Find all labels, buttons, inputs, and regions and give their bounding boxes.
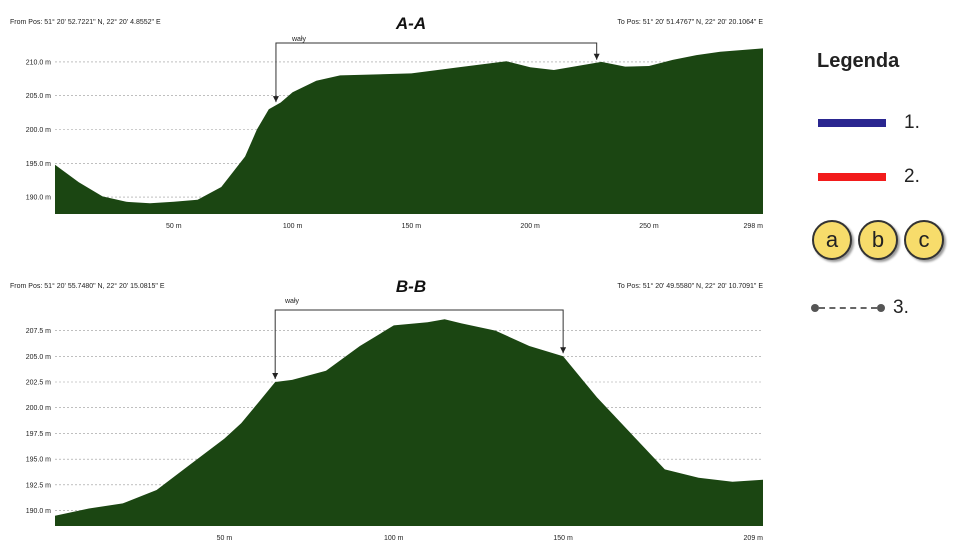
y-tick-label: 190.0 m (26, 195, 51, 202)
line-end-dot (811, 304, 819, 312)
annotation-label: wały (291, 36, 307, 43)
to-position: To Pos: 51° 20' 51.4767" N, 22° 20' 20.1… (617, 18, 763, 26)
annotation-arrow (560, 347, 567, 354)
circle-marker-c: c (904, 220, 944, 260)
annotation-bracket (275, 42, 598, 103)
annotation-arrow (272, 96, 279, 103)
y-tick-label: 195.0 m (26, 457, 51, 464)
x-tick-label: 100 m (283, 223, 303, 230)
from-position: From Pos: 51° 20' 52.7221" N, 22° 20' 4.… (10, 18, 161, 26)
line-end-dot (877, 304, 885, 312)
y-tick-label: 207.5 m (26, 328, 51, 335)
y-tick-label: 210.0 m (26, 59, 51, 66)
circle-marker-b: b (858, 220, 898, 260)
annotation-arrow (272, 373, 279, 379)
x-tick-label: 250 m (639, 223, 659, 230)
y-tick-label: 200.0 m (26, 127, 51, 134)
x-tick-label: 298 m (744, 223, 764, 230)
elevation-area (55, 48, 763, 215)
x-tick-label: 200 m (520, 223, 540, 230)
annotation-arrow (593, 53, 600, 60)
legend-item-1: 1. (818, 112, 920, 134)
legend-swatch-red (818, 173, 886, 181)
y-tick-label: 195.0 m (26, 161, 51, 168)
chart-title: B-B (396, 277, 426, 296)
circle-marker-a: a (812, 220, 852, 260)
y-tick-label: 202.5 m (26, 380, 51, 387)
profile-chart-b-b: B-B From Pos: 51° 20' 55.7480" N, 22° 20… (10, 277, 763, 542)
x-tick-label: 150 m (553, 535, 573, 542)
legend-item-label: 2. (904, 166, 920, 187)
legend-item-label: 1. (904, 112, 920, 133)
elevation-area (55, 319, 763, 526)
x-tick-label: 150 m (402, 223, 422, 230)
to-position: To Pos: 51° 20' 49.5580" N, 22° 20' 10.7… (617, 282, 763, 290)
legend-item-3: 3. (811, 297, 909, 319)
profile-chart-a-a: A-A From Pos: 51° 20' 52.7221" N, 22° 20… (10, 14, 763, 230)
annotation-label: wały (284, 298, 300, 305)
x-tick-label: 50 m (166, 223, 182, 230)
y-tick-label: 205.0 m (26, 354, 51, 361)
y-tick-label: 200.0 m (26, 405, 51, 412)
dotted-line-icon (819, 307, 877, 309)
legend-item-label: 3. (893, 297, 909, 318)
annotation-bracket (274, 309, 564, 379)
y-tick-label: 190.0 m (26, 508, 51, 515)
chart-title: A-A (395, 14, 426, 33)
x-tick-label: 209 m (744, 535, 764, 542)
legend-circle-markers: a b c (812, 220, 944, 260)
x-tick-label: 100 m (384, 535, 404, 542)
legend-swatch-blue (818, 119, 886, 127)
y-tick-label: 192.5 m (26, 482, 51, 489)
x-tick-label: 50 m (217, 535, 233, 542)
from-position: From Pos: 51° 20' 55.7480" N, 22° 20' 15… (10, 282, 165, 290)
y-tick-label: 197.5 m (26, 431, 51, 438)
legend-title: Legenda (817, 50, 900, 72)
y-tick-label: 205.0 m (26, 93, 51, 100)
legend-item-2: 2. (818, 166, 920, 188)
